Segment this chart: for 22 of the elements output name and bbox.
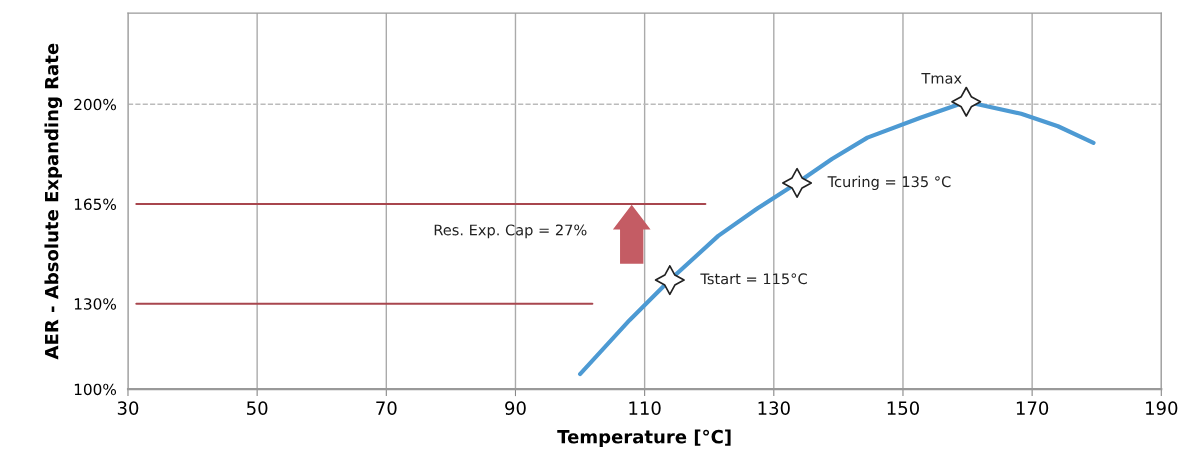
y-tick-label: 130% [74,298,117,310]
y-axis-title: AER - Absolute Expanding Rate [44,43,63,360]
x-axis-title: Temperature [°C] [557,429,731,448]
point [951,86,982,117]
y-tick-label: 165% [74,198,117,211]
x-tick-label: 110 [629,401,661,415]
y-tick-label: 200% [74,98,117,111]
x-tick-label: 90 [505,401,526,415]
annotation: Tcuring = 135 °C [827,175,951,190]
point [654,264,685,296]
x-tick-label: 70 [376,401,397,415]
x-tick-label: 190 [1146,401,1178,415]
x-tick-label: 170 [1016,401,1049,415]
x-tick-label: 130 [758,401,790,415]
x-tick-label: 150 [887,401,919,415]
annotation: Res. Exp. Cap = 27% [434,224,587,239]
y-tick-label: 100% [74,383,117,396]
annotation: Tmax [921,72,962,84]
point [781,167,813,198]
x-tick-label: 50 [247,401,268,415]
x-tick-label: 30 [117,401,139,415]
annotation: Tstart = 115°C [700,273,807,285]
